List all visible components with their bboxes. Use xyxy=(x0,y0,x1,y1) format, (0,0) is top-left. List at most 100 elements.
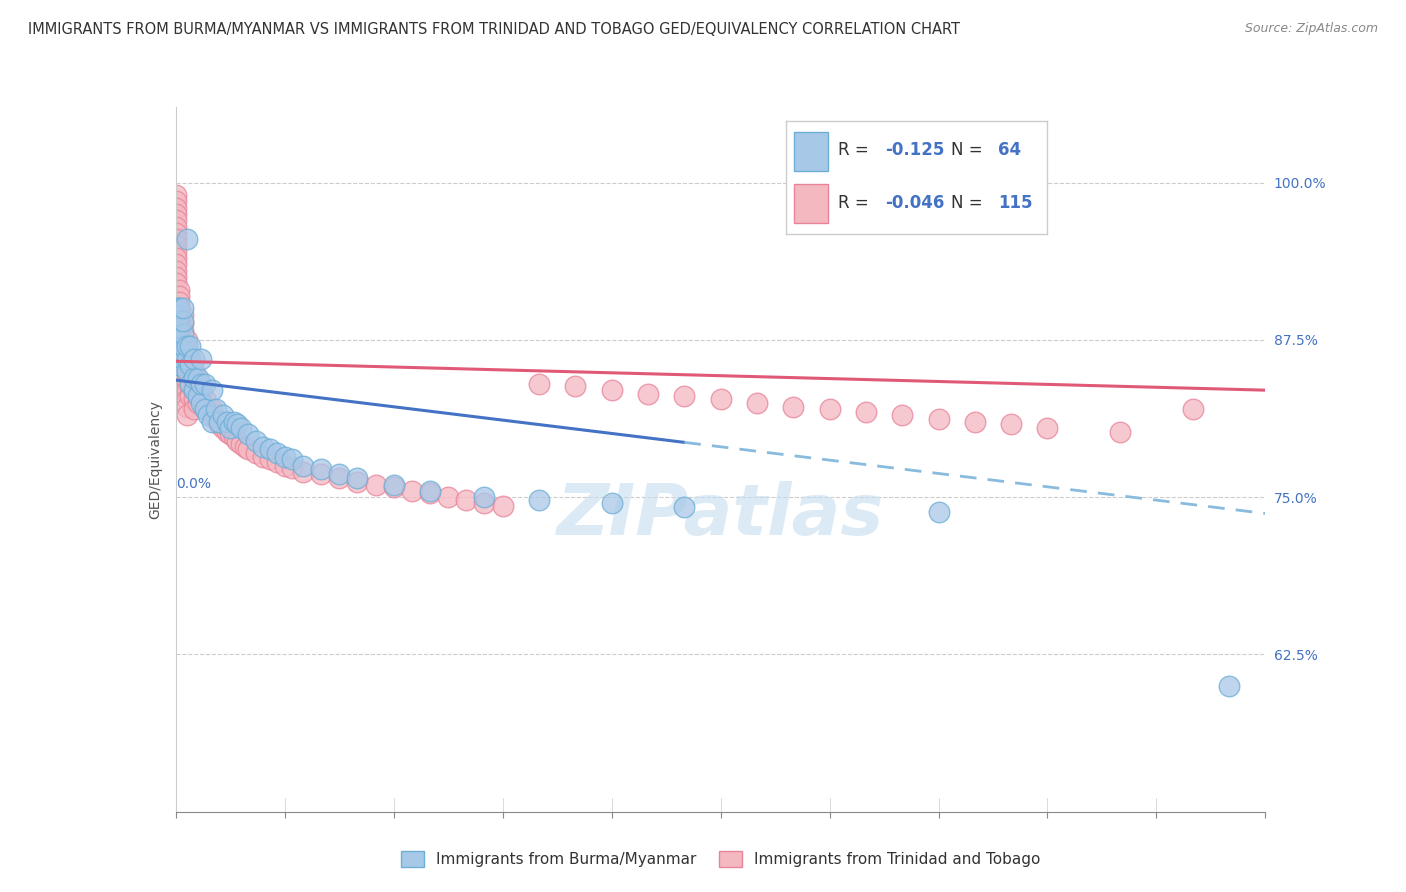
Point xyxy=(172,314,194,328)
Point xyxy=(179,379,201,393)
Point xyxy=(172,317,194,331)
Point xyxy=(165,244,187,259)
Point xyxy=(172,333,194,347)
Point xyxy=(176,232,198,246)
Point xyxy=(179,358,201,372)
Point xyxy=(309,462,332,476)
Point xyxy=(165,232,187,246)
Point xyxy=(169,283,191,297)
Point xyxy=(169,326,191,341)
Point xyxy=(204,412,226,426)
Point xyxy=(201,409,224,423)
Point xyxy=(197,409,219,423)
Point xyxy=(190,376,212,391)
Point xyxy=(201,415,224,429)
Legend: Immigrants from Burma/Myanmar, Immigrants from Trinidad and Tobago: Immigrants from Burma/Myanmar, Immigrant… xyxy=(392,843,1049,874)
Point xyxy=(169,295,191,310)
Point xyxy=(169,333,191,347)
Point xyxy=(291,465,314,479)
Point xyxy=(346,475,368,489)
Point xyxy=(176,358,198,372)
Point xyxy=(165,201,187,215)
Point xyxy=(165,314,187,328)
Point xyxy=(176,367,198,381)
Point xyxy=(492,499,515,513)
Point xyxy=(818,402,841,417)
Point xyxy=(215,425,238,439)
Point xyxy=(179,370,201,384)
Point xyxy=(222,415,245,429)
Point xyxy=(309,467,332,482)
Point xyxy=(197,402,219,417)
Point xyxy=(165,251,187,265)
Point xyxy=(165,257,187,271)
Point xyxy=(183,402,205,417)
Point xyxy=(165,194,187,209)
Point xyxy=(172,358,194,372)
Point xyxy=(176,333,198,347)
Point xyxy=(165,326,187,341)
Point xyxy=(169,345,191,359)
Point xyxy=(169,289,191,303)
Point xyxy=(172,367,194,381)
Point xyxy=(169,320,191,334)
Point xyxy=(176,351,198,366)
Point xyxy=(245,434,267,448)
Point xyxy=(176,339,198,353)
Point xyxy=(176,400,198,414)
Point xyxy=(194,402,217,417)
Point xyxy=(346,471,368,485)
Point xyxy=(238,427,260,442)
Point xyxy=(259,442,281,457)
Point xyxy=(1036,421,1059,435)
Point xyxy=(183,375,205,389)
Point xyxy=(266,446,288,460)
Point xyxy=(328,471,350,485)
Point xyxy=(1000,417,1022,431)
Point xyxy=(165,238,187,252)
Point xyxy=(194,376,217,391)
Point xyxy=(201,383,224,397)
Point xyxy=(963,415,986,429)
Point xyxy=(231,421,253,435)
Text: IMMIGRANTS FROM BURMA/MYANMAR VS IMMIGRANTS FROM TRINIDAD AND TOBAGO GED/EQUIVAL: IMMIGRANTS FROM BURMA/MYANMAR VS IMMIGRA… xyxy=(28,22,960,37)
Point xyxy=(233,440,256,454)
Point xyxy=(172,301,194,316)
Point xyxy=(169,333,191,347)
Point xyxy=(165,226,187,240)
Point xyxy=(259,452,281,467)
Point xyxy=(169,358,191,372)
Point xyxy=(382,480,405,494)
Point xyxy=(165,213,187,227)
Point xyxy=(215,415,238,429)
Point xyxy=(364,477,387,491)
Point xyxy=(169,301,191,316)
Point xyxy=(274,450,297,464)
Point xyxy=(1181,402,1204,417)
Point xyxy=(245,446,267,460)
Point xyxy=(179,361,201,376)
Point xyxy=(437,490,460,504)
Point xyxy=(169,308,191,322)
Point xyxy=(169,320,191,334)
Point xyxy=(172,383,194,397)
Text: 0.0%: 0.0% xyxy=(176,477,211,491)
Point xyxy=(274,458,297,473)
Point xyxy=(169,314,191,328)
Point xyxy=(169,301,191,316)
Point xyxy=(176,364,198,378)
Point xyxy=(281,452,304,467)
Point xyxy=(401,483,423,498)
Point xyxy=(165,263,187,277)
Point xyxy=(456,492,478,507)
Point xyxy=(176,392,198,406)
Point xyxy=(382,477,405,491)
Point xyxy=(266,455,288,469)
Point xyxy=(172,342,194,356)
Point xyxy=(673,500,696,515)
Point xyxy=(165,207,187,221)
Point xyxy=(474,496,496,510)
Point xyxy=(291,458,314,473)
Point xyxy=(231,437,253,451)
Point xyxy=(165,188,187,202)
